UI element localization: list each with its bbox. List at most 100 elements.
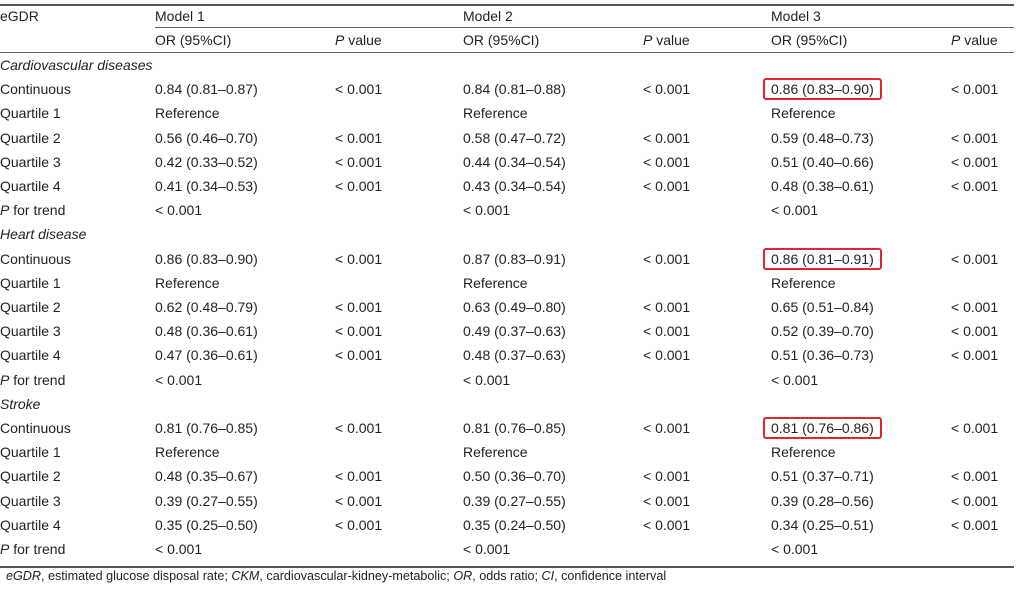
section-title: Heart disease: [0, 226, 87, 243]
row-label: Continuous: [0, 81, 71, 98]
model-1-or: 0.86 (0.83–0.90): [155, 250, 258, 267]
model-1-p: < 0.001: [335, 129, 383, 146]
model-3-or: 0.59 (0.48–0.73): [771, 129, 874, 146]
table-row: Quartile 1 Reference Reference Reference: [0, 440, 1014, 464]
row-label: Quartile 1: [0, 105, 61, 122]
model-3-or: 0.48 (0.38–0.61): [771, 178, 874, 195]
row-label: Quartile 2: [0, 129, 61, 146]
model-3-p: [951, 101, 1014, 125]
model-2-p: < 0.001: [643, 468, 691, 485]
footnote-segment: CKM: [231, 569, 260, 583]
row-label: Quartile 4: [0, 178, 61, 195]
model-1-p: < 0.001: [335, 323, 383, 340]
model-2-or: 0.43 (0.34–0.54): [463, 178, 566, 195]
trend-row: P for trend < 0.001 < 0.001 < 0.001: [0, 537, 1014, 561]
model-1-p: [335, 271, 463, 295]
header-row-columns: OR (95%CI) P value OR (95%CI) P value OR…: [0, 27, 1014, 53]
model-1-or: Reference: [155, 444, 220, 461]
model-3-header: Model 3: [771, 5, 1014, 28]
model-2-p: < 0.001: [643, 492, 691, 509]
model-1-p: [335, 440, 463, 464]
section-header-row: Heart disease: [0, 222, 1014, 246]
trend-label: P for trend: [0, 371, 66, 388]
model-3-p: < 0.001: [951, 299, 999, 316]
p-value-header: P value: [335, 27, 463, 53]
section-title: Stroke: [0, 395, 41, 412]
row-label: Quartile 4: [0, 516, 61, 533]
footnote-segment: , estimated glucose disposal rate;: [41, 569, 232, 583]
model-1-or: 0.39 (0.27–0.55): [155, 492, 258, 509]
model-2-or: 0.87 (0.83–0.91): [463, 250, 566, 267]
footnote-segment: , confidence interval: [554, 569, 667, 583]
trend-value: < 0.001: [155, 541, 203, 558]
p-value-header: P value: [643, 27, 771, 53]
results-table: eGDR Model 1 Model 2 Model 3 OR (95%CI) …: [0, 5, 1014, 561]
model-1-or: 0.56 (0.46–0.70): [155, 129, 258, 146]
model-2-p: < 0.001: [643, 178, 691, 195]
model-2-or: 0.48 (0.37–0.63): [463, 347, 566, 364]
model-2-or: Reference: [463, 274, 528, 291]
model-3-p: < 0.001: [951, 129, 999, 146]
table-body: Cardiovascular diseases Continuous 0.84 (0…: [0, 53, 1014, 562]
trend-value: < 0.001: [463, 371, 511, 388]
table-top-rule: [0, 4, 1014, 6]
header-row-models: eGDR Model 1 Model 2 Model 3: [0, 5, 1014, 28]
trend-value: < 0.001: [463, 541, 511, 558]
trend-value: < 0.001: [771, 202, 819, 219]
model-3-or: Reference: [771, 444, 836, 461]
trend-label: P for trend: [0, 202, 66, 219]
model-3-p: [951, 271, 1014, 295]
p-value-header: P value: [951, 27, 1014, 53]
empty-cell: [951, 198, 1014, 222]
footnote-segment: CI: [541, 569, 555, 583]
model-1-or: Reference: [155, 274, 220, 291]
model-2-p: [643, 271, 771, 295]
model-1-p: < 0.001: [335, 492, 383, 509]
model-1-p: < 0.001: [335, 516, 383, 533]
table-row: Quartile 1 Reference Reference Reference: [0, 101, 1014, 125]
model-1-header: Model 1: [155, 5, 463, 28]
model-3-p: < 0.001: [951, 323, 999, 340]
row-label: Quartile 1: [0, 444, 61, 461]
section-header-row: Cardiovascular diseases: [0, 53, 1014, 78]
trend-value: < 0.001: [155, 371, 203, 388]
trend-value: < 0.001: [771, 541, 819, 558]
table-row: Quartile 4 0.35 (0.25–0.50) < 0.001 0.35 (0…: [0, 513, 1014, 537]
model-1-p: < 0.001: [335, 468, 383, 485]
model-2-or: 0.44 (0.34–0.54): [463, 153, 566, 170]
model-3-or: Reference: [771, 274, 836, 291]
header-spacer: [0, 27, 155, 53]
empty-cell: [643, 537, 771, 561]
model-3-or: 0.51 (0.40–0.66): [771, 153, 874, 170]
model-3-p: < 0.001: [951, 153, 999, 170]
row-label: Quartile 1: [0, 274, 61, 291]
row-label: Quartile 3: [0, 323, 61, 340]
model-3-or: 0.81 (0.76–0.86): [763, 416, 951, 440]
row-label: Quartile 2: [0, 299, 61, 316]
model-3-or: 0.51 (0.37–0.71): [771, 468, 874, 485]
table-bottom-rule: [0, 566, 1014, 568]
footnote-segment: , cardiovascular-kidney-metabolic;: [259, 569, 454, 583]
or-header: OR (95%CI): [463, 27, 643, 53]
model-2-p: < 0.001: [643, 299, 691, 316]
table-row: Continuous 0.81 (0.76–0.85) < 0.001 0.81 (0…: [0, 416, 1014, 440]
empty-cell: [951, 368, 1014, 392]
model-2-p: < 0.001: [643, 347, 691, 364]
empty-cell: [335, 537, 463, 561]
model-2-or: 0.63 (0.49–0.80): [463, 299, 566, 316]
model-1-or: 0.35 (0.25–0.50): [155, 516, 258, 533]
model-3-p: < 0.001: [951, 492, 999, 509]
trend-value: < 0.001: [771, 371, 819, 388]
model-3-p: < 0.001: [951, 250, 999, 267]
model-1-or: 0.42 (0.33–0.52): [155, 153, 258, 170]
model-3-p: < 0.001: [951, 347, 999, 364]
highlight-box: 0.86 (0.83–0.90): [763, 78, 882, 101]
model-1-or: Reference: [155, 105, 220, 122]
model-3-or: 0.86 (0.83–0.90): [763, 77, 951, 101]
row-label: Continuous: [0, 250, 71, 267]
model-2-p: < 0.001: [643, 323, 691, 340]
model-2-p: < 0.001: [643, 129, 691, 146]
model-3-or: Reference: [771, 105, 836, 122]
empty-cell: [951, 537, 1014, 561]
model-2-or: 0.84 (0.81–0.88): [463, 81, 566, 98]
